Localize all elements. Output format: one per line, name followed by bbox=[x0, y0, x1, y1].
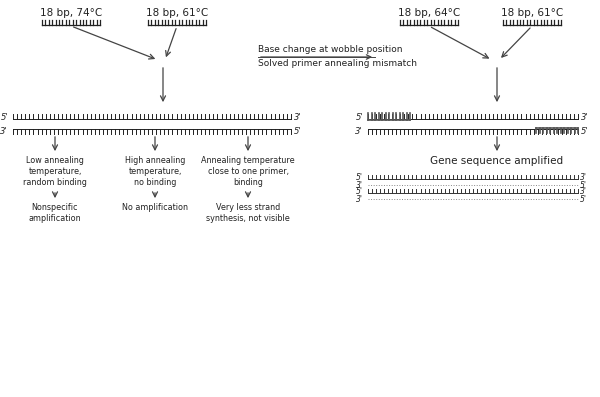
Text: 3': 3' bbox=[355, 127, 363, 135]
Text: 3': 3' bbox=[580, 187, 587, 197]
Text: 5': 5' bbox=[580, 181, 587, 189]
Text: 18 bp, 74°C: 18 bp, 74°C bbox=[40, 8, 102, 18]
Text: 3': 3' bbox=[356, 181, 363, 189]
Text: 18 bp, 61°C: 18 bp, 61°C bbox=[501, 8, 563, 18]
Text: 5': 5' bbox=[356, 187, 363, 197]
Text: 3': 3' bbox=[294, 112, 302, 121]
Text: No amplification: No amplification bbox=[122, 203, 188, 212]
Text: 3': 3' bbox=[581, 112, 589, 121]
Text: Gene sequence amplified: Gene sequence amplified bbox=[430, 156, 563, 166]
Text: 5': 5' bbox=[355, 112, 363, 121]
Text: Annealing temperature
close to one primer,
binding: Annealing temperature close to one prime… bbox=[201, 156, 295, 187]
Text: Nonspecific
amplification: Nonspecific amplification bbox=[29, 203, 82, 223]
Text: 3': 3' bbox=[580, 173, 587, 183]
Text: 5': 5' bbox=[581, 127, 589, 135]
Text: 5': 5' bbox=[356, 173, 363, 183]
Text: 5': 5' bbox=[580, 195, 587, 204]
Text: 18 bp, 64°C: 18 bp, 64°C bbox=[398, 8, 460, 18]
Text: 5': 5' bbox=[1, 112, 8, 121]
Text: Low annealing
temperature,
random binding: Low annealing temperature, random bindin… bbox=[23, 156, 87, 187]
Text: 3': 3' bbox=[1, 127, 8, 135]
Text: 18 bp, 61°C: 18 bp, 61°C bbox=[146, 8, 208, 18]
Text: 5': 5' bbox=[294, 127, 302, 135]
Text: Base change at wobble position: Base change at wobble position bbox=[258, 45, 403, 54]
Text: 3': 3' bbox=[356, 195, 363, 204]
Text: Solved primer annealing mismatch: Solved primer annealing mismatch bbox=[258, 59, 417, 68]
Text: Very less strand
synthesis, not visible: Very less strand synthesis, not visible bbox=[206, 203, 290, 223]
Text: High annealing
temperature,
no binding: High annealing temperature, no binding bbox=[125, 156, 185, 187]
